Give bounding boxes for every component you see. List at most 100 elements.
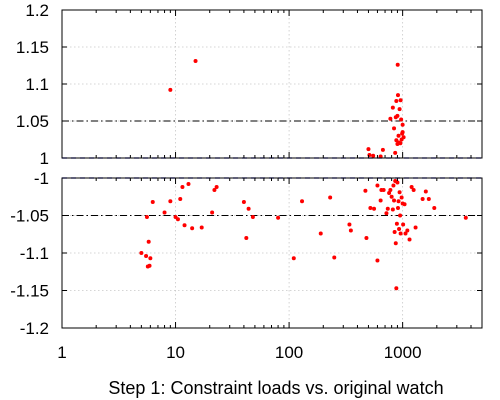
lower-data-point-75 [432, 206, 437, 210]
lower-data-point-57 [396, 199, 401, 204]
lower-data-point-54 [394, 221, 399, 226]
lower-ytick-label-0: -1 [34, 169, 49, 188]
lower-data-point-56 [395, 206, 400, 210]
lower-data-point-44 [387, 191, 392, 195]
lower-data-point-19 [212, 188, 217, 192]
lower-data-point-34 [364, 236, 369, 240]
upper-data-point-12 [394, 99, 399, 104]
upper-data-point-20 [397, 107, 402, 112]
lower-data-point-55 [395, 180, 400, 185]
chart-caption: Step 1: Constraint loads vs. original wa… [108, 378, 443, 398]
lower-data-point-61 [398, 231, 403, 236]
lower-data-point-26 [291, 256, 296, 261]
lower-data-point-2 [144, 215, 149, 219]
lower-data-point-64 [401, 222, 406, 227]
grid-layer [61, 9, 482, 329]
lower-ytick-label-4: -1.2 [20, 319, 49, 338]
upper-data-point-6 [380, 147, 385, 152]
lower-data-point-21 [241, 200, 246, 204]
lower-data-point-43 [385, 206, 390, 211]
lower-data-point-46 [389, 194, 394, 199]
lower-data-point-60 [398, 213, 403, 218]
lower-data-point-30 [332, 255, 337, 260]
lower-data-point-42 [384, 211, 389, 216]
lower-data-point-38 [375, 258, 380, 263]
lower-data-point-4 [146, 239, 151, 244]
upper-data-point-0 [168, 87, 173, 92]
lower-data-point-29 [328, 195, 333, 200]
tick-labels: 1 1.05 1.1 1.15 1.2 -1 -1.05 -1.1 -1.15 -1.2 1 10 10… [10, 1, 421, 362]
upper-data-point-26 [400, 130, 405, 135]
lower-data-point-53 [394, 286, 399, 291]
upper-data-point-16 [395, 62, 400, 67]
lower-data-point-59 [397, 190, 402, 195]
lower-data-point-20 [214, 185, 219, 189]
lower-data-point-23 [246, 206, 251, 211]
lower-data-point-32 [348, 228, 353, 233]
xtick-label-3: 1000 [384, 343, 422, 362]
lower-data-point-41 [381, 188, 386, 192]
lower-data-point-27 [300, 199, 305, 204]
lower-data-point-16 [190, 226, 195, 231]
upper-data-point-4 [371, 153, 376, 158]
lower-data-point-9 [168, 199, 173, 204]
xtick-label-1: 10 [166, 343, 185, 362]
upper-data-point-27 [400, 122, 405, 127]
lower-data-point-18 [210, 210, 215, 215]
lower-data-point-67 [405, 228, 410, 233]
tick-marks [62, 9, 482, 329]
lower-data-point-47 [390, 207, 395, 212]
upper-ytick-label-0: 1 [40, 149, 49, 168]
data-points [139, 59, 468, 291]
lower-data-point-24 [250, 215, 255, 219]
lower-data-point-12 [178, 197, 183, 201]
lower-data-point-72 [420, 197, 425, 201]
lower-data-point-36 [372, 206, 377, 211]
lower-data-point-17 [199, 225, 204, 230]
lower-data-point-62 [399, 195, 404, 200]
upper-data-point-10 [393, 150, 398, 155]
lower-data-point-48 [391, 183, 396, 188]
lower-data-point-13 [180, 185, 185, 189]
lower-data-point-58 [397, 227, 402, 231]
lower-data-point-45 [388, 188, 393, 192]
upper-data-point-23 [399, 117, 404, 122]
lower-data-point-5 [147, 263, 152, 268]
lower-data-point-1 [144, 254, 149, 258]
upper-ytick-label-1: 1.05 [16, 112, 49, 131]
lower-data-point-69 [409, 185, 414, 189]
lower-data-point-11 [175, 217, 180, 222]
upper-ytick-label-2: 1.1 [25, 75, 49, 94]
lower-ytick-label-3: -1.15 [10, 282, 49, 301]
lower-data-point-22 [244, 236, 249, 240]
upper-data-point-2 [366, 147, 371, 152]
reference-lines [62, 120, 482, 216]
upper-data-point-21 [398, 141, 403, 146]
lower-data-point-37 [375, 183, 380, 188]
lower-data-point-71 [413, 225, 418, 230]
upper-data-point-14 [395, 113, 400, 118]
lower-data-point-66 [403, 231, 408, 236]
upper-ytick-label-3: 1.15 [16, 38, 49, 57]
lower-data-point-39 [378, 198, 383, 203]
lower-data-point-52 [393, 241, 398, 246]
lower-data-point-33 [363, 188, 368, 193]
lower-data-point-65 [402, 202, 407, 207]
lower-data-point-31 [347, 222, 352, 227]
lower-data-point-8 [162, 210, 167, 215]
upper-data-point-18 [396, 133, 401, 138]
lower-data-point-14 [182, 223, 187, 228]
lower-data-point-28 [318, 231, 323, 236]
panel-frames [61, 9, 483, 329]
lower-data-point-70 [411, 188, 416, 192]
upper-data-point-28 [401, 135, 406, 140]
lower-data-point-15 [186, 182, 191, 186]
xtick-label-2: 100 [275, 343, 303, 362]
lower-data-point-68 [407, 237, 412, 242]
lower-ytick-label-1: -1.05 [10, 207, 49, 226]
lower-data-point-35 [368, 206, 373, 210]
upper-data-point-8 [390, 105, 395, 110]
lower-data-point-74 [426, 197, 431, 201]
lower-data-point-25 [276, 215, 281, 220]
